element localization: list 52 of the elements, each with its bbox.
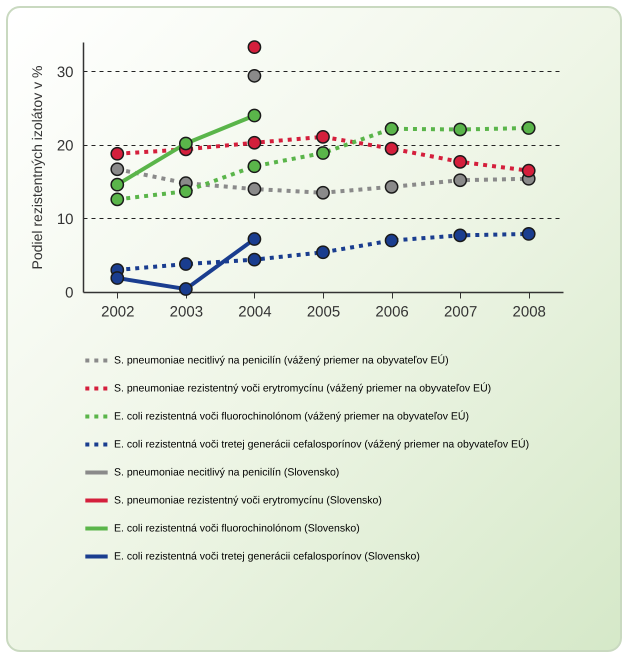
legend-label: E. coli rezistentná voči tretej generácii cefalosporínov (vážený priemer na obyvateľov EÚ) [114,438,530,450]
point [248,232,262,246]
point [316,146,330,160]
point [110,162,124,176]
point [384,234,398,248]
y-axis-title: Podiel rezistentných izolátov v % [28,66,45,270]
point [522,227,536,241]
legend-label: S. pneumoniae necitlivý na penicilín (Slovensko) [114,466,340,478]
point [522,121,536,135]
y-tick-label: 30 [56,64,74,81]
point [384,180,398,194]
point [453,173,468,188]
point [316,245,330,260]
point [248,182,262,196]
legend-label: S. pneumoniae necitlivý na penicilín (vážený priemer na obyvateľov EÚ) [114,354,449,366]
x-tick-label: 2002 [101,304,134,320]
point [316,130,330,144]
y-tick-label: 10 [56,210,74,228]
legend-label: E. coli rezistentná voči tretej generácii cefalosporínov (Slovensko) [114,550,420,562]
point [248,40,262,54]
point [316,186,330,200]
x-tick-label: 2008 [512,304,546,320]
point [110,192,124,206]
point [453,122,468,136]
point [248,252,262,267]
point [248,136,262,150]
point [384,142,398,156]
point [110,146,124,161]
point [178,257,193,271]
x-tick-label: 2004 [238,304,272,320]
y-tick-label: 20 [56,137,74,154]
point [178,184,193,198]
point [453,154,468,169]
x-tick-label: 2006 [375,304,409,320]
point [248,108,262,122]
legend-label: E. coli rezistentná voči fluorochinolónom (vážený priemer na obyvateľov EÚ) [114,410,469,422]
point [453,228,468,242]
point [522,164,536,178]
point [178,136,193,150]
point [110,178,124,192]
point [178,282,193,296]
point [248,68,262,83]
legend-label: S. pneumoniae rezistentný voči erytromycínu (vážený priemer na obyvateľov EÚ) [114,382,492,394]
x-tick-label: 2003 [170,304,204,320]
legend-label: S. pneumoniae rezistentný voči erytromycínu (Slovensko) [114,494,382,506]
x-tick-label: 2007 [444,304,478,320]
point [110,271,124,285]
x-tick-label: 2005 [306,304,340,320]
y-tick-label: 0 [65,284,74,302]
legend-label: E. coli rezistentná voči fluorochinolónom (Slovensko) [114,522,360,534]
point [248,159,262,174]
point [384,122,398,136]
